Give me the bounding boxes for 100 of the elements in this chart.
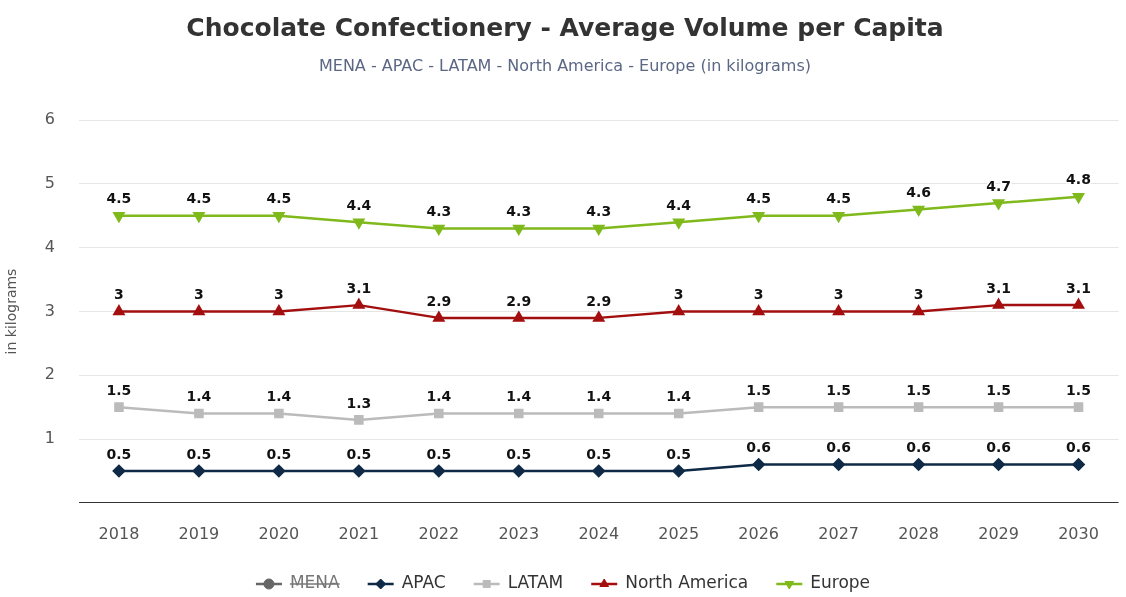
data-label: 4.5 <box>186 190 212 207</box>
point <box>753 305 765 316</box>
point <box>993 402 1004 412</box>
data-label: 0.5 <box>186 445 212 462</box>
point <box>672 464 685 478</box>
point <box>272 464 286 478</box>
data-label: 4.7 <box>986 177 1011 194</box>
point <box>354 415 364 425</box>
x-tick-label: 2020 <box>258 523 300 543</box>
point <box>273 212 285 223</box>
x-tick-label: 2024 <box>578 523 620 543</box>
data-label: 4.8 <box>1066 171 1091 188</box>
data-label: 1.4 <box>186 388 212 405</box>
point <box>992 199 1005 210</box>
point <box>913 305 925 316</box>
data-label: 0.6 <box>1066 439 1091 456</box>
data-label: 4.5 <box>826 190 852 207</box>
data-label: 4.3 <box>506 203 532 220</box>
data-label: 1.4 <box>586 388 612 405</box>
data-label: 1.5 <box>1066 381 1091 398</box>
data-label: 0.6 <box>746 439 772 456</box>
data-label: 2.9 <box>506 292 532 309</box>
legend-label: North America <box>625 572 749 593</box>
point <box>912 458 925 471</box>
data-label: 0.6 <box>986 439 1011 456</box>
point <box>913 205 925 216</box>
chart-title: Chocolate Confectionery - Average Volume per Capita <box>186 12 944 42</box>
data-label: 3 <box>194 286 204 303</box>
point <box>273 305 285 316</box>
point <box>352 464 366 478</box>
y-axis-title: in kilograms <box>3 268 20 355</box>
data-label: 0.5 <box>426 445 452 462</box>
data-label: 4.3 <box>586 203 612 220</box>
data-label: 0.5 <box>266 445 292 462</box>
data-label: 4.4 <box>666 196 692 213</box>
point <box>1073 402 1084 412</box>
data-label: 0.6 <box>906 439 931 456</box>
x-tick-label: 2025 <box>658 523 700 543</box>
point <box>432 464 446 478</box>
point <box>753 402 764 412</box>
data-label: 4.5 <box>746 190 772 207</box>
data-label: 1.5 <box>746 381 772 398</box>
point <box>593 311 605 322</box>
point <box>833 305 845 316</box>
point <box>194 408 204 419</box>
point <box>992 458 1005 471</box>
y-tick-label: 3 <box>44 300 55 320</box>
data-label: 1.3 <box>346 394 372 411</box>
point <box>673 218 685 229</box>
point <box>753 212 765 223</box>
point <box>913 402 924 412</box>
x-tick-label: 2019 <box>178 523 220 543</box>
point <box>513 224 525 235</box>
point <box>833 402 844 412</box>
y-tick-label: 5 <box>44 173 55 193</box>
legend-label: APAC <box>401 572 446 593</box>
point <box>593 224 605 235</box>
point <box>512 464 526 478</box>
point <box>112 464 126 478</box>
data-label: 0.5 <box>506 445 532 462</box>
point <box>274 408 284 419</box>
y-tick-label: 1 <box>44 428 55 448</box>
x-tick-label: 2021 <box>338 523 380 543</box>
point <box>592 464 605 478</box>
x-tick-label: 2022 <box>418 523 460 543</box>
data-label: 1.5 <box>106 381 132 398</box>
point <box>992 298 1005 309</box>
x-tick-label: 2026 <box>738 523 780 543</box>
point <box>832 458 845 471</box>
point <box>113 305 125 316</box>
data-label: 0.6 <box>826 439 852 456</box>
data-label: 0.5 <box>346 445 372 462</box>
point <box>353 298 365 309</box>
x-tick-label: 2028 <box>898 523 939 543</box>
data-label: 3 <box>753 286 764 303</box>
point <box>673 408 684 419</box>
point <box>193 212 205 223</box>
point <box>192 464 206 478</box>
data-label: 1.5 <box>826 381 852 398</box>
data-label: 3.1 <box>346 279 372 296</box>
data-label: 1.4 <box>426 388 452 405</box>
data-label: 4.5 <box>266 190 292 207</box>
point <box>113 212 125 223</box>
data-label: 3 <box>673 286 684 303</box>
chart-subtitle: MENA - APAC - LATAM - North America - Europe (in kilograms) <box>318 55 812 75</box>
data-label: 1.5 <box>906 381 931 398</box>
point <box>1072 298 1085 309</box>
data-label: 4.6 <box>906 184 931 201</box>
data-label: 3 <box>274 286 284 303</box>
point <box>673 305 685 316</box>
x-tick-label: 2030 <box>1058 523 1099 543</box>
legend-label: LATAM <box>507 572 564 593</box>
data-label: 0.5 <box>106 445 132 462</box>
data-label: 3 <box>114 286 124 303</box>
data-label: 4.5 <box>106 190 132 207</box>
point <box>593 408 604 419</box>
data-label: 1.5 <box>986 381 1011 398</box>
point <box>833 212 845 223</box>
legend-label: Europe <box>810 572 871 593</box>
data-label: 0.5 <box>666 445 692 462</box>
